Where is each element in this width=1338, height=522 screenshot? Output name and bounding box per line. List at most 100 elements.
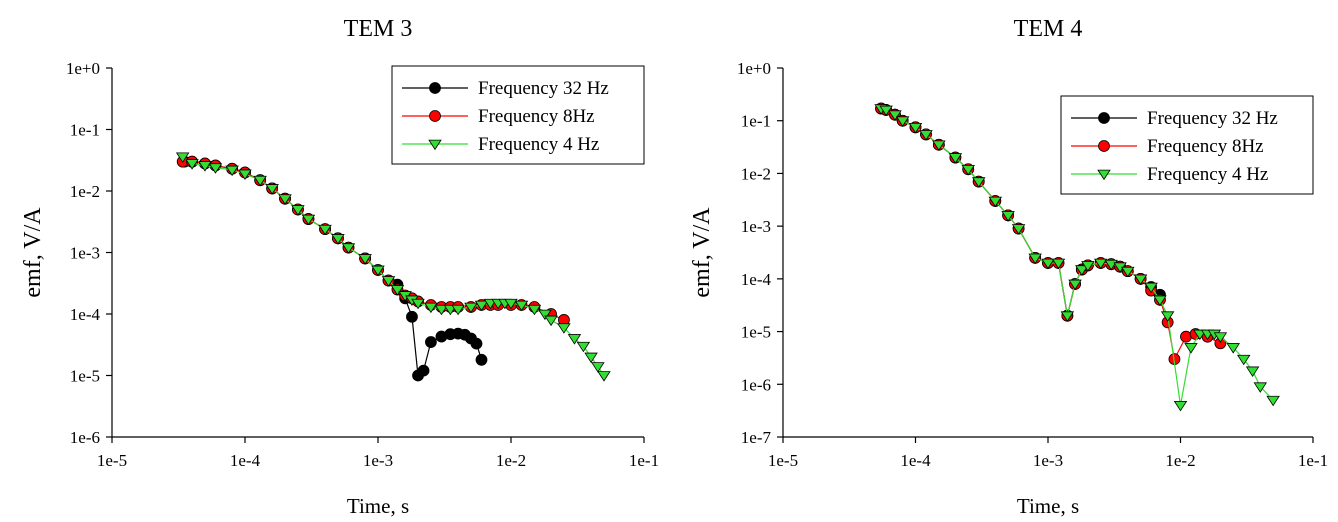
data-point [538, 309, 552, 321]
data-point [1011, 224, 1026, 235]
data-point [1081, 261, 1095, 272]
data-point [1133, 274, 1148, 285]
y-axis-label: emf, V/A [20, 207, 46, 298]
x-axis-label: Time, s [1017, 494, 1079, 518]
data-point [1041, 258, 1055, 270]
y-tick-label: 1e-3 [70, 244, 100, 263]
data-point [1068, 279, 1082, 291]
legend-swatch-marker [1098, 112, 1110, 124]
data-point [1173, 400, 1188, 412]
legend-label: Frequency 8Hz [478, 106, 595, 127]
x-tick-label: 1e-4 [900, 451, 931, 470]
chart-title: TEM 4 [1014, 16, 1083, 42]
data-point [238, 169, 252, 180]
x-axis-label: Time, s [347, 494, 409, 518]
data-point [198, 161, 212, 172]
series-frequency-32-hz [178, 155, 488, 382]
legend-swatch-marker [428, 139, 442, 151]
legend-swatch-marker [1098, 140, 1110, 152]
data-point [1028, 253, 1042, 265]
x-tick-label: 1e-5 [97, 451, 127, 470]
legend: Frequency 32 Hz Frequency 8Hz Frequency 4 … [391, 65, 645, 165]
data-point [1184, 343, 1198, 354]
series-frequency-4-hz [874, 104, 1280, 412]
chart-tem3-svg: TEM 3 1e-5 1e-4 1e-3 1e-2 1e-1 1e+0 1e-1 1e-2 1e-… [20, 16, 659, 518]
data-point [1153, 295, 1167, 306]
x-tick-label: 1e-1 [1298, 451, 1328, 470]
data-point [331, 234, 345, 245]
legend-label: Frequency 8Hz [1147, 136, 1264, 157]
data-point [291, 205, 305, 216]
y-tick-label: 1e-1 [741, 112, 771, 131]
data-point [1121, 266, 1135, 278]
x-tick-label: 1e-4 [230, 451, 261, 470]
legend-swatch-marker [429, 110, 441, 122]
data-point [932, 140, 946, 151]
series-frequency-4-hz [175, 152, 611, 382]
data-point [971, 177, 986, 188]
series-line [184, 161, 483, 377]
data-point [584, 352, 598, 364]
data-point [1245, 366, 1260, 377]
chart-tem4-svg: TEM 4 1e-5 1e-4 1e-3 1e-2 1e-1 1e+0 1e-1 1e-2 1e-… [689, 16, 1328, 518]
data-point [1213, 332, 1228, 343]
x-tick-label: 1e-2 [496, 451, 526, 470]
data-point [919, 130, 933, 141]
data-point [301, 214, 316, 226]
data-point [961, 164, 975, 176]
x-tick-label: 1e-3 [1033, 451, 1063, 470]
data-point [576, 341, 591, 353]
series-line [182, 156, 605, 376]
data-point [434, 304, 449, 316]
data-point [1144, 282, 1158, 294]
data-point [470, 337, 483, 350]
y-tick-label: 1e-4 [741, 270, 772, 289]
legend-swatch-marker [429, 82, 441, 94]
y-tick-label: 1e-4 [70, 305, 101, 324]
y-tick-label: 1e-1 [70, 121, 100, 140]
data-point [1093, 258, 1108, 270]
data-point [1160, 311, 1175, 322]
legend-label: Frequency 32 Hz [478, 78, 609, 99]
y-tick-label: 1e-2 [741, 164, 771, 183]
y-tick-label: 1e-5 [70, 367, 100, 386]
data-point [225, 165, 239, 177]
data-point [341, 243, 356, 254]
data-point [406, 310, 418, 323]
data-point [895, 116, 910, 127]
legend: Frequency 32 Hz Frequency 8Hz Frequency 4 … [1060, 95, 1314, 195]
y-tick-label: 1e-7 [741, 428, 772, 447]
data-point [318, 224, 332, 236]
y-tick-label: 1e+0 [66, 59, 100, 78]
data-point [358, 254, 372, 265]
data-point [1001, 211, 1015, 222]
data-point [175, 152, 190, 163]
data-point [1060, 311, 1075, 322]
data-point [504, 298, 518, 310]
data-point [208, 163, 223, 174]
data-point [1075, 265, 1089, 276]
data-point [1236, 354, 1251, 366]
data-point [381, 276, 396, 287]
data-point [544, 315, 558, 327]
data-point [557, 323, 571, 334]
legend-swatch-marker [1097, 169, 1111, 181]
x-tick-label: 1e-3 [363, 451, 393, 470]
data-point [265, 184, 279, 195]
data-point [371, 265, 385, 277]
y-tick-label: 1e-5 [741, 323, 771, 342]
series-line [182, 161, 565, 321]
chart-tem4: TEM 4 1e-5 1e-4 1e-3 1e-2 1e-1 1e+0 1e-1 1e-2 1e-… [669, 0, 1338, 522]
data-point [185, 159, 199, 170]
legend-label: Frequency 32 Hz [1147, 108, 1278, 129]
y-tick-label: 1e+0 [737, 59, 771, 78]
data-point [425, 336, 437, 348]
y-axis-label: emf, V/A [689, 207, 715, 298]
data-point [1266, 395, 1280, 407]
y-tick-label: 1e-6 [70, 428, 100, 447]
data-point [908, 123, 923, 134]
data-point [1051, 258, 1066, 270]
y-tick-label: 1e-3 [741, 217, 771, 236]
y-tick-label: 1e-2 [70, 182, 100, 201]
data-point [597, 371, 611, 382]
